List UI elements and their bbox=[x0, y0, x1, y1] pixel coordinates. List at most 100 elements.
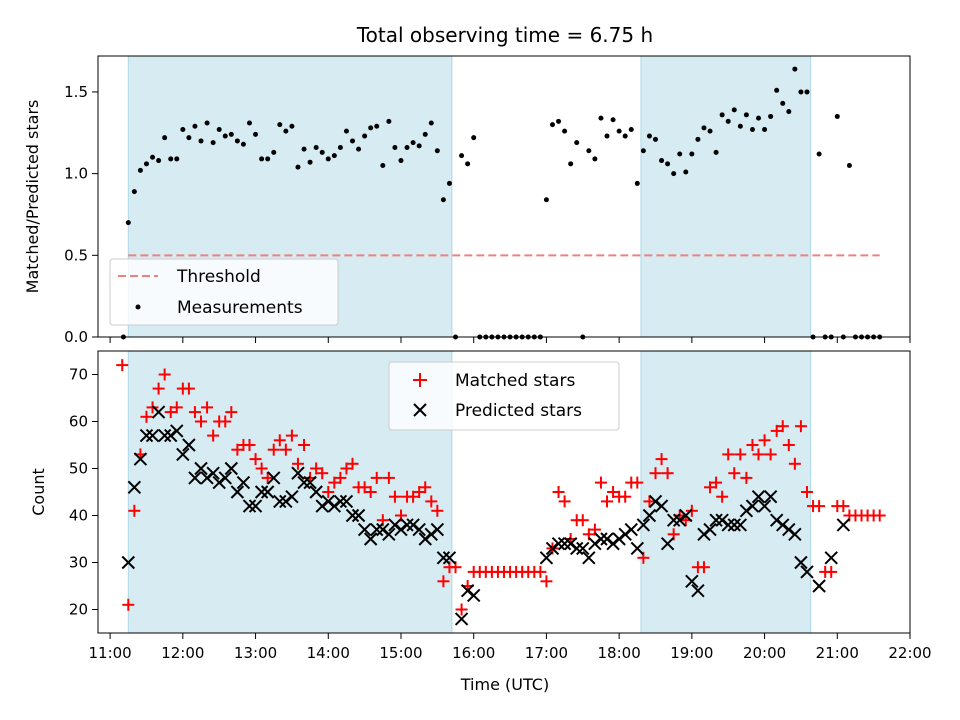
matched-point bbox=[279, 443, 292, 456]
matched-point bbox=[116, 359, 129, 372]
predicted-point bbox=[297, 475, 311, 490]
matched-point bbox=[291, 457, 304, 470]
predicted-point bbox=[194, 461, 208, 476]
bottom-x-ticks: 11:00 12:00 13:00 14:00 15:00 16:00 17:00 18:00… bbox=[89, 633, 932, 662]
measurement-point bbox=[646, 133, 652, 139]
matched-point bbox=[152, 382, 165, 395]
predicted-point bbox=[624, 522, 638, 537]
predicted-point bbox=[576, 541, 590, 556]
measurement-point bbox=[671, 171, 677, 177]
predicted-point bbox=[303, 475, 317, 490]
matched-point bbox=[413, 486, 426, 498]
measurement-point bbox=[459, 153, 465, 159]
matched-point bbox=[370, 471, 383, 484]
measurement-point bbox=[737, 123, 743, 129]
legend-measurements-label: Measurements bbox=[177, 298, 303, 318]
measurement-point bbox=[186, 135, 192, 141]
measurement-point bbox=[434, 148, 440, 154]
shaded-interval-2 bbox=[640, 350, 812, 634]
matched-point bbox=[316, 467, 329, 480]
predicted-point bbox=[285, 489, 299, 504]
matched-point bbox=[649, 467, 662, 480]
measurement-point bbox=[743, 112, 749, 118]
x-tick-label: 15:00 bbox=[379, 644, 422, 662]
measurement-point bbox=[362, 133, 368, 139]
measurement-point bbox=[628, 127, 634, 133]
matched-point bbox=[207, 429, 220, 442]
measurement-point bbox=[125, 220, 131, 226]
predicted-point bbox=[351, 508, 366, 523]
legend-matched-label: Matched stars bbox=[455, 371, 575, 391]
measurement-point bbox=[586, 148, 592, 154]
matched-point bbox=[219, 415, 232, 428]
measurement-point bbox=[549, 122, 555, 128]
measurement-point bbox=[222, 133, 228, 139]
measurement-point bbox=[192, 123, 198, 129]
y-tick-label: 50 bbox=[69, 460, 88, 478]
matched-point bbox=[558, 495, 571, 508]
predicted-point bbox=[254, 485, 269, 499]
measurement-point bbox=[240, 141, 246, 147]
matched-point bbox=[728, 467, 741, 480]
predicted-point bbox=[763, 489, 778, 504]
legend-predicted-swatch bbox=[413, 403, 427, 417]
matched-point bbox=[140, 410, 153, 423]
y-tick-label: 30 bbox=[69, 554, 88, 572]
measurement-point bbox=[210, 140, 216, 146]
measurement-point bbox=[562, 128, 568, 134]
top-x-ticks bbox=[109, 337, 911, 343]
measurement-point bbox=[313, 144, 319, 150]
measurement-point bbox=[731, 107, 737, 113]
predicted-point bbox=[660, 536, 675, 551]
matched-point bbox=[534, 565, 547, 578]
measurement-point bbox=[265, 156, 271, 162]
bottom-predicted-points bbox=[121, 405, 851, 626]
measurement-point bbox=[749, 127, 755, 133]
measurement-point bbox=[204, 120, 210, 126]
matched-point bbox=[346, 457, 359, 470]
measurement-point bbox=[156, 158, 162, 164]
measurement-point bbox=[677, 151, 683, 157]
matched-point bbox=[716, 490, 729, 503]
matched-point bbox=[594, 476, 607, 489]
matched-point bbox=[746, 439, 759, 451]
predicted-point bbox=[206, 466, 220, 480]
matched-point bbox=[776, 420, 789, 433]
matched-point bbox=[225, 406, 238, 419]
measurement-point bbox=[804, 89, 810, 95]
measurement-point bbox=[410, 140, 416, 146]
matched-point bbox=[825, 565, 838, 578]
matched-point bbox=[322, 486, 335, 498]
measurement-point bbox=[543, 197, 549, 203]
y-tick-label: 60 bbox=[69, 413, 88, 431]
measurement-point bbox=[695, 136, 701, 142]
predicted-point bbox=[127, 480, 142, 495]
matched-point bbox=[758, 434, 771, 447]
matched-point bbox=[800, 486, 813, 498]
matched-point bbox=[164, 406, 177, 419]
predicted-point bbox=[370, 522, 384, 537]
measurement-point bbox=[174, 156, 180, 162]
bottom-panel: 20 30 40 50 60 70 11:00 12:00 13:00 14:00 15:00 16… bbox=[29, 350, 932, 694]
measurement-point bbox=[440, 197, 446, 203]
matched-point bbox=[764, 448, 777, 461]
matched-point bbox=[734, 448, 747, 461]
chart-title: Total observing time = 6.75 h bbox=[356, 23, 653, 47]
measurement-point bbox=[556, 118, 562, 124]
matched-point bbox=[710, 476, 723, 489]
predicted-point bbox=[654, 499, 669, 513]
measurement-point bbox=[707, 128, 713, 134]
predicted-point bbox=[121, 555, 136, 570]
predicted-point bbox=[176, 447, 190, 462]
top-panel-frame bbox=[97, 55, 911, 338]
y-tick-label: 70 bbox=[69, 366, 88, 384]
measurement-point bbox=[368, 125, 374, 131]
measurement-point bbox=[428, 120, 434, 126]
measurement-point bbox=[404, 144, 410, 150]
matched-point bbox=[619, 490, 632, 503]
predicted-point bbox=[382, 527, 396, 542]
measurement-point bbox=[422, 131, 428, 137]
matched-point bbox=[382, 471, 395, 484]
matched-point bbox=[334, 471, 347, 484]
